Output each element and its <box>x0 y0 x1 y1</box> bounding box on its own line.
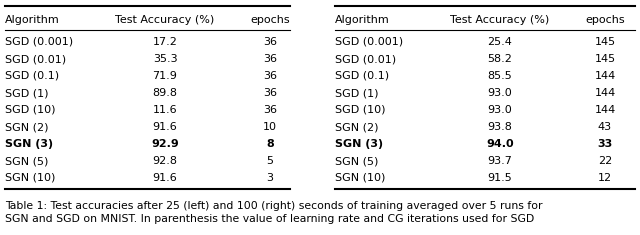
Text: 22: 22 <box>598 156 612 166</box>
Text: Algorithm: Algorithm <box>5 15 60 25</box>
Text: 36: 36 <box>263 88 277 98</box>
Text: 36: 36 <box>263 71 277 81</box>
Text: 144: 144 <box>595 71 616 81</box>
Text: SGN (2): SGN (2) <box>335 122 378 132</box>
Text: 93.0: 93.0 <box>488 88 513 98</box>
Text: SGN (2): SGN (2) <box>5 122 49 132</box>
Text: 12: 12 <box>598 173 612 183</box>
Text: 92.8: 92.8 <box>152 156 177 166</box>
Text: 11.6: 11.6 <box>153 105 177 115</box>
Text: Test Accuracy (%): Test Accuracy (%) <box>451 15 550 25</box>
Text: SGD (0.01): SGD (0.01) <box>335 54 396 64</box>
Text: 91.6: 91.6 <box>152 173 177 183</box>
Text: SGN (5): SGN (5) <box>335 156 378 166</box>
Text: 144: 144 <box>595 88 616 98</box>
Text: 91.5: 91.5 <box>488 173 513 183</box>
Text: 5: 5 <box>266 156 273 166</box>
Text: 94.0: 94.0 <box>486 139 514 149</box>
Text: SGD (10): SGD (10) <box>335 105 385 115</box>
Text: Test Accuracy (%): Test Accuracy (%) <box>115 15 214 25</box>
Text: SGD (1): SGD (1) <box>5 88 49 98</box>
Text: 10: 10 <box>263 122 277 132</box>
Text: SGD (0.01): SGD (0.01) <box>5 54 66 64</box>
Text: SGN (5): SGN (5) <box>5 156 49 166</box>
Text: 36: 36 <box>263 105 277 115</box>
Text: SGN (3): SGN (3) <box>335 139 383 149</box>
Text: 92.9: 92.9 <box>151 139 179 149</box>
Text: 3: 3 <box>266 173 273 183</box>
Text: 35.3: 35.3 <box>153 54 177 64</box>
Text: SGD (10): SGD (10) <box>5 105 56 115</box>
Text: SGD (0.001): SGD (0.001) <box>5 37 73 47</box>
Text: SGD (1): SGD (1) <box>335 88 378 98</box>
Text: 144: 144 <box>595 105 616 115</box>
Text: epochs: epochs <box>250 15 290 25</box>
Text: SGN (3): SGN (3) <box>5 139 53 149</box>
Text: 93.0: 93.0 <box>488 105 513 115</box>
Text: 93.8: 93.8 <box>488 122 513 132</box>
Text: 36: 36 <box>263 37 277 47</box>
Text: 36: 36 <box>263 54 277 64</box>
Text: SGN (10): SGN (10) <box>5 173 56 183</box>
Text: SGN and SGD on MNIST. In parenthesis the value of learning rate and CG iteration: SGN and SGD on MNIST. In parenthesis the… <box>5 214 534 224</box>
Text: epochs: epochs <box>585 15 625 25</box>
Text: 17.2: 17.2 <box>152 37 177 47</box>
Text: 43: 43 <box>598 122 612 132</box>
Text: 71.9: 71.9 <box>152 71 177 81</box>
Text: 93.7: 93.7 <box>488 156 513 166</box>
Text: 91.6: 91.6 <box>152 122 177 132</box>
Text: 33: 33 <box>597 139 612 149</box>
Text: 85.5: 85.5 <box>488 71 513 81</box>
Text: SGN (10): SGN (10) <box>335 173 385 183</box>
Text: 25.4: 25.4 <box>488 37 513 47</box>
Text: 58.2: 58.2 <box>488 54 513 64</box>
Text: Algorithm: Algorithm <box>335 15 390 25</box>
Text: SGD (0.1): SGD (0.1) <box>335 71 389 81</box>
Text: 145: 145 <box>595 37 616 47</box>
Text: Table 1: Test accuracies after 25 (left) and 100 (right) seconds of training ave: Table 1: Test accuracies after 25 (left)… <box>5 201 543 211</box>
Text: 145: 145 <box>595 54 616 64</box>
Text: SGD (0.1): SGD (0.1) <box>5 71 59 81</box>
Text: SGD (0.001): SGD (0.001) <box>335 37 403 47</box>
Text: 89.8: 89.8 <box>152 88 177 98</box>
Text: 8: 8 <box>266 139 274 149</box>
